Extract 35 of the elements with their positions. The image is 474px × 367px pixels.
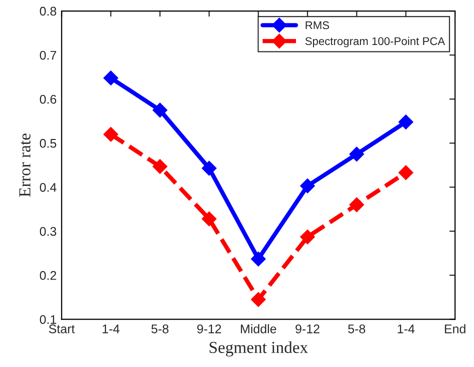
y-tick-label: 0.4 <box>40 182 56 192</box>
y-tick-label: 0.8 <box>40 6 56 16</box>
point <box>349 197 364 212</box>
point <box>103 70 118 86</box>
y-tick-label: 0.7 <box>40 50 56 60</box>
y-tick-label: 0.6 <box>40 94 56 104</box>
point <box>300 230 315 244</box>
y-tick-label: 0.5 <box>40 138 56 148</box>
x-tick-label: 1-4 <box>398 324 415 334</box>
point <box>250 252 266 266</box>
x-tick-label: 5-8 <box>151 324 168 334</box>
x-tick-label: 9-12 <box>296 324 320 334</box>
point <box>202 160 217 176</box>
point <box>152 102 168 118</box>
point <box>398 114 414 130</box>
point <box>250 292 266 307</box>
y-tick-label: 0.1 <box>40 315 56 324</box>
legend-label: Spectrogram 100-Point PCA <box>305 36 446 48</box>
y-tick-label: 0.3 <box>40 227 56 236</box>
point <box>398 165 414 180</box>
point <box>103 126 118 142</box>
x-tick-label: 1-4 <box>102 324 120 334</box>
point <box>152 159 168 174</box>
legend-label: RMS <box>306 21 330 30</box>
x-axis-title: Segment index <box>210 341 308 357</box>
point <box>300 178 315 194</box>
point <box>349 146 364 162</box>
x-tick-label: 9-12 <box>197 324 222 334</box>
y-axis-title: Error rate <box>19 134 30 197</box>
point <box>202 211 217 226</box>
x-tick-label: End <box>444 324 466 334</box>
x-tick-label: Middle <box>240 324 276 334</box>
y-tick-label: 0.2 <box>40 271 56 280</box>
x-tick-label: 5-8 <box>348 324 366 334</box>
x-tick-label: Start <box>48 324 75 334</box>
